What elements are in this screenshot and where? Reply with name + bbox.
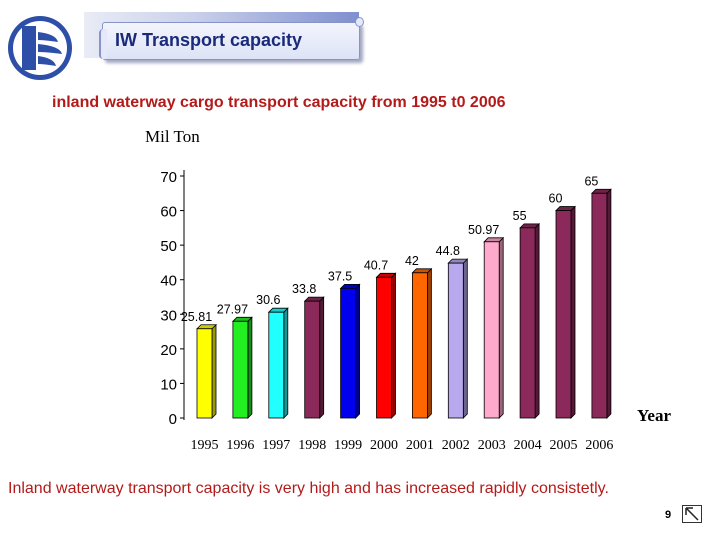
data-label: 60 xyxy=(549,192,563,206)
y-tick-label: 40 xyxy=(160,273,177,290)
x-tick-label: 2000 xyxy=(370,438,398,453)
bar xyxy=(447,262,464,419)
title-banner: IW Transport capacity xyxy=(99,17,364,60)
bar xyxy=(411,272,428,419)
bar xyxy=(196,328,213,419)
y-tick-label: 70 xyxy=(160,169,177,186)
x-tick-label: 2003 xyxy=(478,438,506,453)
bar-side xyxy=(426,267,432,419)
scroll-curl-right xyxy=(355,17,364,27)
chart-subtitle: inland waterway cargo transport capacity… xyxy=(52,94,506,111)
bar xyxy=(340,287,357,419)
bar-top xyxy=(411,268,433,274)
bar-top xyxy=(339,283,361,289)
data-label: 50.97 xyxy=(468,223,499,237)
bar xyxy=(268,311,285,419)
y-tick-label: 20 xyxy=(160,342,177,359)
data-label: 30.6 xyxy=(256,293,280,307)
y-tick-label: 0 xyxy=(169,411,177,428)
y-axis-label: Mil Ton xyxy=(145,127,200,146)
bar-side xyxy=(319,296,325,419)
x-tick-label: 1999 xyxy=(334,438,362,453)
bar-top xyxy=(303,296,325,302)
page-number: 9 xyxy=(665,509,672,521)
x-tick-label: 2001 xyxy=(406,438,434,453)
bar xyxy=(591,192,608,419)
data-label: 37.5 xyxy=(328,269,352,283)
x-tick-label: 1995 xyxy=(191,438,219,453)
x-tick-label: 1996 xyxy=(226,438,254,453)
data-label: 44.8 xyxy=(436,244,460,258)
bar-side xyxy=(391,272,396,419)
home-nav-icon[interactable] xyxy=(682,505,702,523)
x-tick-label: 2006 xyxy=(585,438,613,453)
data-label: 25.81 xyxy=(181,310,212,324)
page-title: IW Transport capacity xyxy=(115,30,303,50)
organization-logo xyxy=(4,12,78,82)
bar xyxy=(232,320,249,419)
bar-side xyxy=(247,316,253,419)
data-label: 65 xyxy=(584,174,598,188)
data-label: 33.8 xyxy=(292,282,316,296)
x-axis-label: Year xyxy=(637,406,671,425)
bar xyxy=(519,227,536,419)
bar-side xyxy=(462,258,468,419)
bar-top xyxy=(375,272,397,278)
bar-top xyxy=(231,316,253,322)
x-tick-label: 2002 xyxy=(442,438,470,453)
caption-text: Inland waterway transport capacity is ve… xyxy=(8,480,609,497)
data-label: 40.7 xyxy=(364,258,388,272)
scroll-curl-left xyxy=(99,29,107,59)
data-label: 55 xyxy=(513,209,527,223)
bar-side xyxy=(606,188,612,419)
y-tick-label: 60 xyxy=(160,204,177,221)
x-tick-label: 2004 xyxy=(514,438,542,453)
bar-chart: 0 10 20 30 40 50 60 70 25.81 27.97 30.6 33.8 37.5 40.… xyxy=(160,169,613,453)
bar-side xyxy=(283,307,289,419)
bar-top xyxy=(267,307,289,313)
y-tick-label: 50 xyxy=(160,238,177,255)
x-tick-label: 1998 xyxy=(298,438,326,453)
bar xyxy=(304,300,321,419)
bar-side xyxy=(570,205,576,419)
bar-top xyxy=(519,223,541,229)
bar-top xyxy=(483,237,505,243)
y-tick-label: 30 xyxy=(160,307,177,324)
x-tick-label: 1997 xyxy=(262,438,290,453)
bar-top xyxy=(555,206,576,211)
bar-side xyxy=(498,236,504,419)
y-tick-label: 10 xyxy=(160,376,177,393)
bar-top xyxy=(196,324,217,330)
data-label: 27.97 xyxy=(217,302,248,316)
bar-side xyxy=(355,283,361,419)
bar-top xyxy=(447,258,469,264)
bar xyxy=(376,276,392,419)
x-tick-label: 2005 xyxy=(550,438,578,453)
bar xyxy=(555,210,572,419)
data-label: 42 xyxy=(405,254,419,268)
bar-side xyxy=(211,323,217,419)
bar-side xyxy=(534,222,540,419)
bar xyxy=(483,241,500,419)
bar-top xyxy=(590,188,612,194)
